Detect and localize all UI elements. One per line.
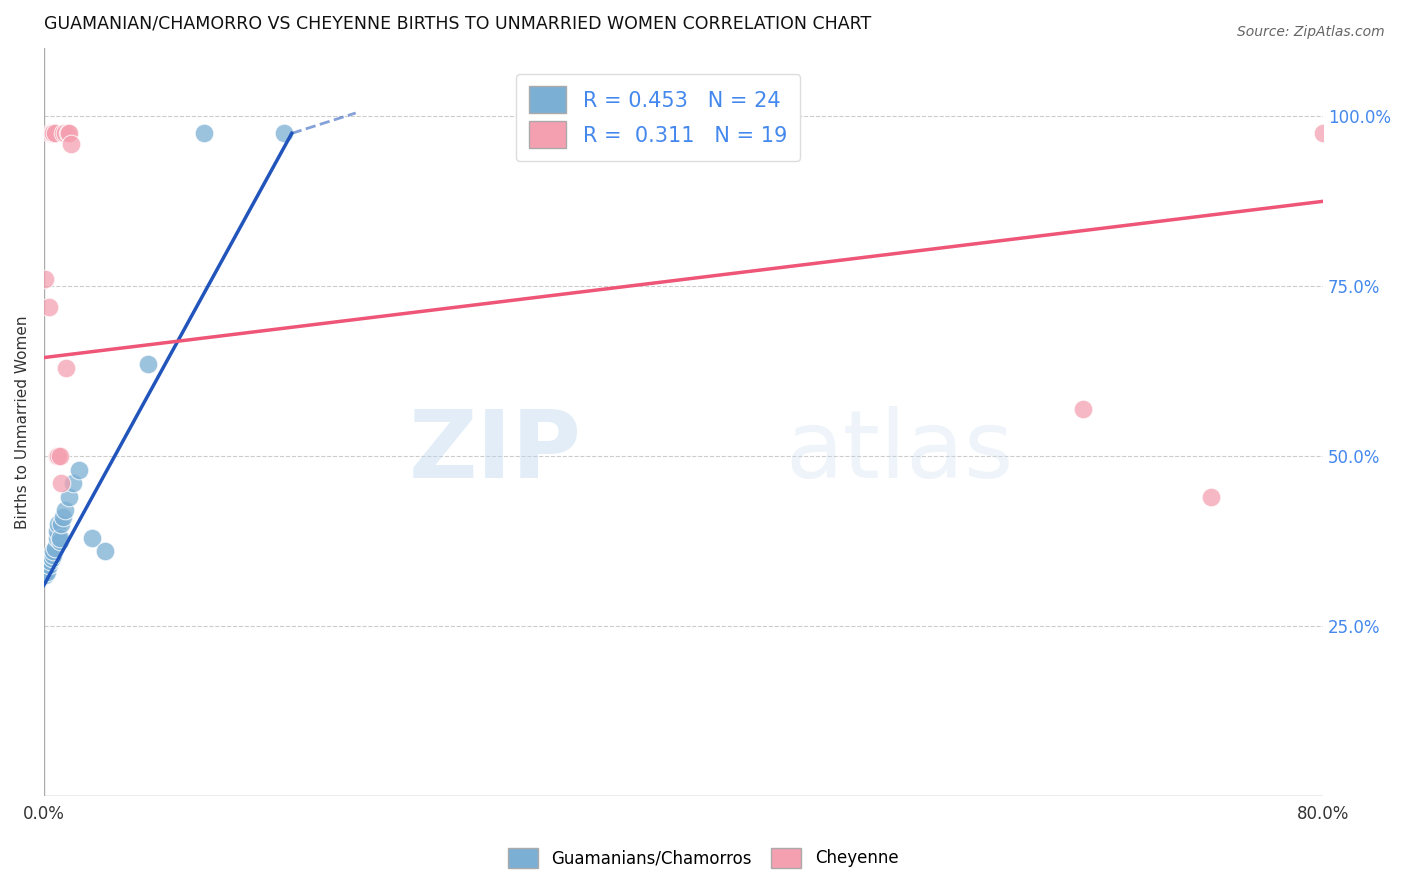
Point [1071, 401, 1094, 416]
Point [93, 544, 115, 558]
Point [46, 516, 69, 531]
Point [56, 127, 79, 141]
Point [55, 360, 77, 375]
Y-axis label: Births to Unmarried Women: Births to Unmarried Women [15, 316, 30, 529]
Point [34, 272, 56, 286]
Point [44, 541, 66, 555]
Point [45, 524, 67, 538]
Point [35, 565, 58, 579]
Point [46, 449, 69, 463]
Point [34, 568, 56, 582]
Point [45, 531, 67, 545]
Point [80, 531, 103, 545]
Text: GUAMANIAN/CHAMORRO VS CHEYENNE BIRTHS TO UNMARRIED WOMEN CORRELATION CHART: GUAMANIAN/CHAMORRO VS CHEYENNE BIRTHS TO… [44, 15, 872, 33]
Point [41, 127, 63, 141]
Point [52, 127, 75, 141]
Point [49, 531, 72, 545]
Point [42, 127, 65, 141]
Point [53, 127, 76, 141]
Text: atlas: atlas [786, 406, 1014, 498]
Point [41, 551, 63, 566]
Point [38, 558, 60, 572]
Legend: R = 0.453   N = 24, R =  0.311   N = 19: R = 0.453 N = 24, R = 0.311 N = 19 [516, 74, 800, 161]
Point [58, 490, 80, 504]
Point [42, 548, 65, 562]
Point [60, 136, 83, 151]
Point [193, 127, 215, 141]
Legend: Guamanians/Chamorros, Cheyenne: Guamanians/Chamorros, Cheyenne [501, 841, 905, 875]
Point [42, 544, 65, 558]
Text: ZIP: ZIP [408, 406, 581, 498]
Point [44, 127, 66, 141]
Point [58, 127, 80, 141]
Point [39, 554, 62, 568]
Point [273, 127, 295, 141]
Point [62, 476, 84, 491]
Point [45, 449, 67, 463]
Point [52, 510, 75, 524]
Text: Source: ZipAtlas.com: Source: ZipAtlas.com [1237, 25, 1385, 39]
Point [53, 503, 76, 517]
Point [1312, 127, 1334, 141]
Point [67, 463, 90, 477]
Point [49, 449, 72, 463]
Point [51, 476, 73, 491]
Point [51, 516, 73, 531]
Point [39, 127, 62, 141]
Point [38, 300, 60, 314]
Point [1199, 490, 1222, 504]
Point [136, 357, 159, 371]
Point [49, 533, 72, 548]
